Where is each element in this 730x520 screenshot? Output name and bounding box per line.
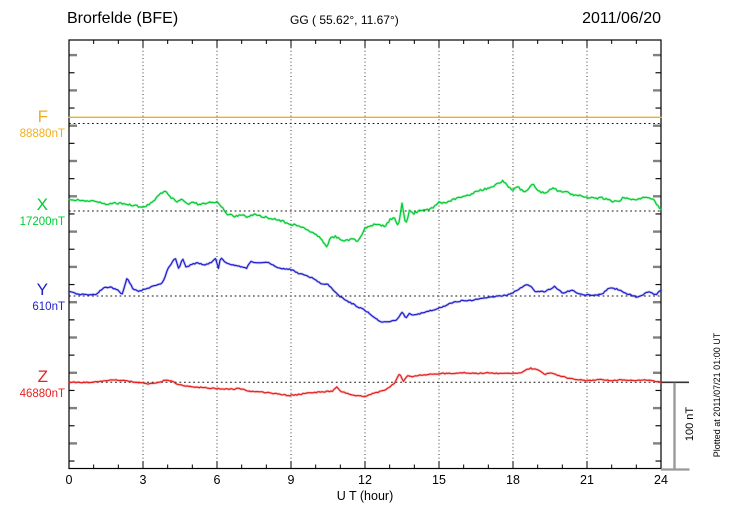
x-tick-label-9: 9 bbox=[287, 473, 295, 487]
x-tick-label-6: 6 bbox=[213, 473, 221, 487]
station-title: Brorfelde (BFE) bbox=[67, 10, 179, 27]
channel-Z-label: Z 46880nT bbox=[0, 368, 65, 401]
x-tick-label-3: 3 bbox=[139, 473, 147, 487]
x-tick-label-12: 12 bbox=[358, 473, 372, 487]
channel-Z-baseline-value: 46880nT bbox=[19, 388, 65, 400]
channel-F-letter: F bbox=[37, 107, 48, 126]
channel-Y-label: Y 610nT bbox=[0, 281, 65, 314]
scale-bar-label: 100 nT bbox=[684, 406, 696, 442]
channel-X-label: X 17200nT bbox=[0, 196, 65, 229]
x-tick-label-15: 15 bbox=[432, 473, 446, 487]
channel-F-label: F 88880nT bbox=[0, 108, 65, 141]
channel-F-baseline-value: 88880nT bbox=[19, 128, 65, 140]
plotted-at-label: Plotted at 2011/07/21 01:00 UT bbox=[712, 332, 722, 458]
channel-X-letter: X bbox=[36, 195, 48, 214]
x-tick-label-0: 0 bbox=[65, 473, 73, 487]
channel-X-baseline-value: 17200nT bbox=[19, 216, 65, 228]
x-tick-label-18: 18 bbox=[506, 473, 520, 487]
channel-Y-letter: Y bbox=[36, 280, 48, 299]
x-tick-label-21: 21 bbox=[580, 473, 594, 487]
plot-date: 2011/06/20 bbox=[582, 10, 661, 27]
channel-Y-baseline-value: 610nT bbox=[32, 301, 65, 313]
x-axis-title: U T (hour) bbox=[336, 489, 394, 503]
x-tick-label-24: 24 bbox=[654, 473, 668, 487]
geographic-coordinates: GG ( 55.62°, 11.67°) bbox=[290, 13, 399, 27]
channel-Z-letter: Z bbox=[37, 367, 48, 386]
